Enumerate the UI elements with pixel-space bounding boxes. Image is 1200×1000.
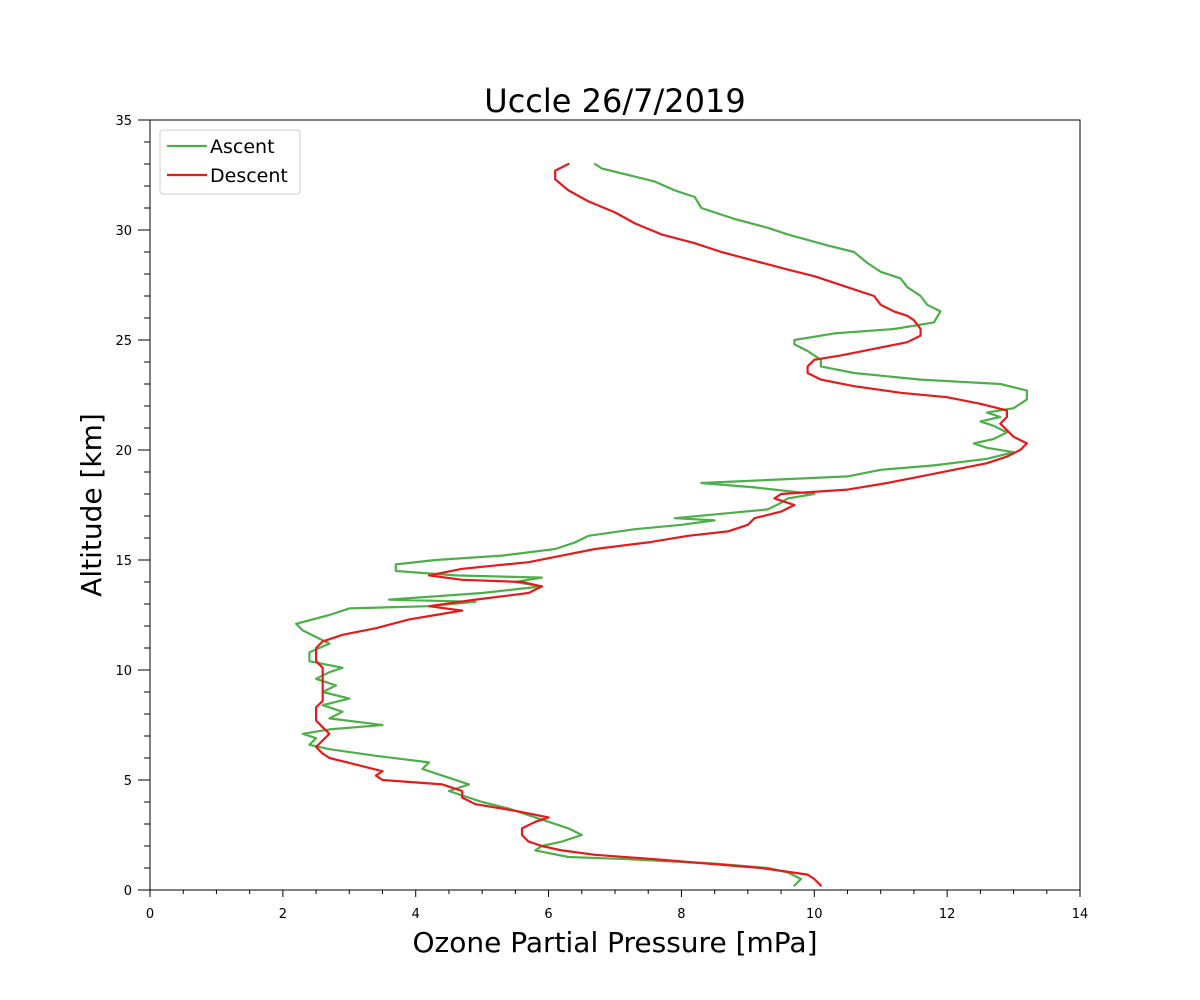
legend-label-ascent: Ascent: [210, 136, 275, 158]
x-axis-title: Ozone Partial Pressure [mPa]: [412, 926, 817, 959]
y-tick-label: 10: [115, 664, 132, 679]
y-tick-label: 5: [124, 774, 132, 789]
y-tick-label: 20: [115, 444, 132, 459]
chart-title: Uccle 26/7/2019: [484, 82, 745, 120]
x-tick-label: 10: [806, 907, 823, 922]
x-tick-label: 14: [1072, 907, 1089, 922]
y-tick-label: 0: [124, 884, 132, 899]
legend: Ascent Descent: [159, 129, 301, 195]
series-line-ascent: [295, 162, 1029, 887]
series-layer: [295, 162, 1029, 887]
legend-label-descent: Descent: [210, 165, 288, 187]
y-tick-label: 35: [115, 114, 132, 129]
x-axis: 0 2 4 6 8 10 12 14: [146, 890, 1088, 922]
y-axis: 0 5 10 15 20 25 30 35: [115, 114, 150, 899]
x-tick-label: 4: [412, 907, 420, 922]
y-tick-label: 15: [115, 554, 132, 569]
x-tick-label: 8: [677, 907, 685, 922]
x-tick-label: 12: [939, 907, 956, 922]
y-tick-label: 30: [115, 224, 132, 239]
series-line-descent: [315, 162, 1029, 887]
y-axis-title: Altitude [km]: [75, 413, 108, 597]
x-tick-label: 6: [544, 907, 552, 922]
y-tick-label: 25: [115, 334, 132, 349]
plot-area-frame: [149, 119, 1081, 891]
x-tick-label: 0: [146, 907, 154, 922]
x-tick-label: 2: [279, 907, 287, 922]
